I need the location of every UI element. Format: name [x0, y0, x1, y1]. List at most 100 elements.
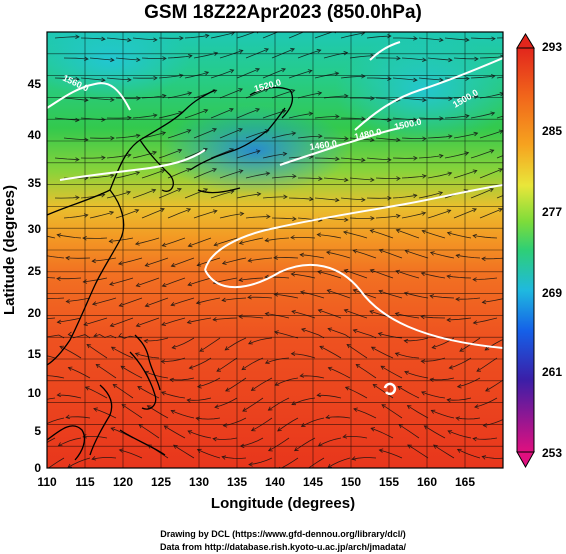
streamline-arrowhead [177, 187, 182, 193]
streamline-arrowhead [484, 346, 490, 351]
streamline-arrowhead [361, 116, 366, 121]
streamline [187, 317, 212, 324]
streamline [187, 397, 212, 401]
streamline [47, 334, 65, 339]
streamline-arrowhead [447, 171, 453, 176]
streamline-arrowhead [318, 176, 323, 181]
streamline [314, 116, 339, 119]
streamline [375, 137, 400, 141]
streamline [109, 237, 134, 242]
streamline [421, 316, 446, 319]
streamline-arrowhead [403, 291, 409, 296]
streamline-arrowhead [41, 337, 45, 341]
streamline-arrowhead [135, 282, 141, 288]
streamline-arrowhead [472, 436, 478, 442]
streamline [236, 108, 260, 119]
streamline-arrowhead [127, 77, 132, 82]
streamline-arrowhead [238, 314, 243, 319]
streamline-arrowhead [422, 97, 427, 103]
streamline [404, 292, 429, 299]
streamline-arrowhead [344, 136, 349, 141]
streamline [57, 394, 82, 399]
streamline-arrowhead [422, 57, 427, 62]
streamline-arrowhead [82, 433, 88, 439]
streamline-arrowhead [291, 401, 297, 406]
streamline-arrowhead [242, 407, 247, 412]
x-tick-label: 120 [113, 475, 133, 489]
streamline [404, 337, 429, 342]
streamline [392, 194, 417, 199]
y-tick-label: 10 [28, 386, 42, 400]
streamline-arrowhead [221, 297, 227, 303]
streamline [271, 175, 296, 179]
streamline [470, 37, 496, 40]
streamline-arrowhead [126, 153, 132, 158]
streamline [106, 77, 131, 81]
streamline-arrowhead [109, 210, 115, 216]
streamline [66, 416, 91, 419]
streamline [277, 417, 299, 432]
streamline [145, 297, 169, 307]
streamline [85, 386, 108, 399]
streamline [112, 384, 134, 399]
streamline-arrowhead [160, 207, 165, 213]
y-tick-label: 30 [28, 222, 42, 236]
streamline-arrowhead [161, 321, 167, 326]
streamline [353, 329, 377, 339]
streamline [196, 297, 221, 304]
streamline-arrowhead [438, 191, 444, 196]
streamline-arrowhead [395, 228, 401, 234]
streamline [314, 72, 339, 79]
y-tick-label: 15 [28, 347, 42, 361]
streamline-arrowhead [459, 347, 464, 352]
streamline-arrowhead [91, 301, 97, 306]
streamline [92, 257, 117, 262]
streamline-arrowhead [222, 423, 228, 428]
streamline [158, 188, 182, 199]
streamline-arrowhead [387, 76, 392, 81]
streamline [67, 457, 91, 468]
streamline [427, 57, 452, 61]
streamline [242, 397, 264, 412]
streamline [401, 97, 426, 101]
streamline [353, 289, 377, 299]
streamline [83, 317, 108, 326]
streamline-arrowhead [403, 338, 409, 344]
streamline-arrowhead [161, 282, 167, 288]
streamline-arrowhead [65, 414, 71, 420]
streamline-arrowhead [84, 386, 90, 391]
streamline-arrowhead [204, 33, 210, 39]
streamline-arrowhead [307, 69, 313, 74]
streamline [291, 397, 316, 405]
streamline-arrowhead [212, 128, 217, 133]
streamline-arrowhead [517, 35, 521, 39]
streamline [300, 254, 325, 259]
streamline-arrowhead [438, 153, 444, 159]
streamline-arrowhead [265, 171, 271, 176]
isobars [47, 41, 503, 396]
colorbar-max-arrow [516, 33, 535, 49]
streamline [323, 95, 348, 99]
y-tick-label: 0 [34, 461, 41, 475]
streamline [371, 346, 394, 359]
streamline-arrowhead [294, 447, 299, 452]
x-tick-label: 150 [341, 475, 361, 489]
streamline [118, 257, 143, 265]
streamline-arrowhead [75, 34, 80, 39]
streamline-arrowhead [378, 448, 384, 453]
streamline-arrowhead [485, 387, 490, 392]
streamline-arrowhead [221, 455, 227, 460]
y-axis-title: Latitude (degrees) [1, 185, 18, 315]
streamline-arrowhead [464, 151, 470, 156]
streamline [197, 449, 221, 459]
colorbar-label: 269 [542, 286, 562, 300]
plot-frame [46, 31, 504, 469]
streamline-arrowhead [229, 69, 235, 74]
streamline [210, 69, 234, 79]
streamline [349, 177, 374, 181]
streamline-arrowhead [101, 36, 106, 42]
streamline [219, 50, 243, 59]
streamline-arrowhead [361, 157, 366, 163]
streamline [93, 334, 117, 339]
streamline-arrowhead [404, 370, 409, 375]
